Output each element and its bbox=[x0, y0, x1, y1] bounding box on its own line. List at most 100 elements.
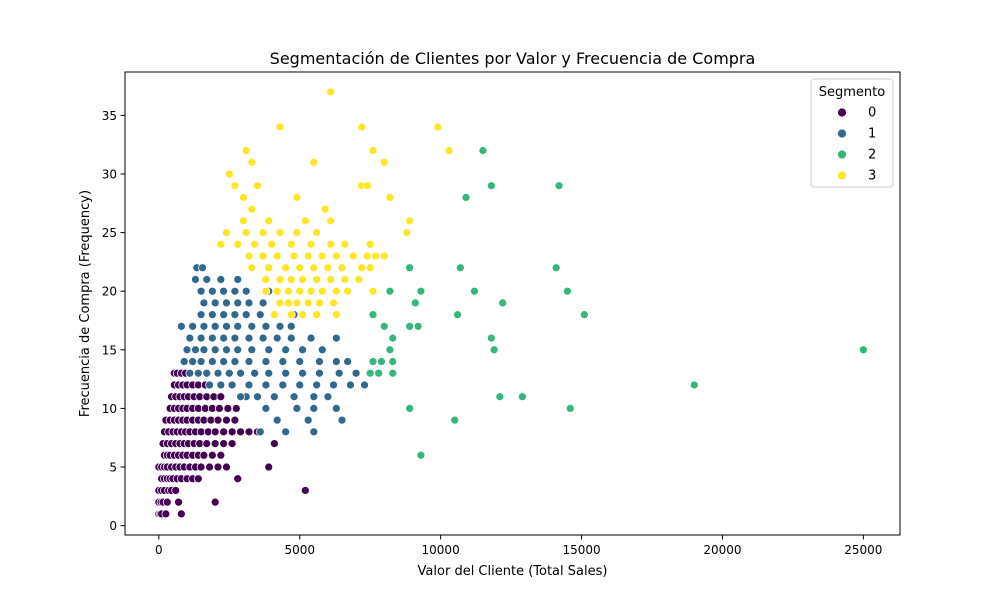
data-point-segment-3 bbox=[261, 286, 271, 296]
data-point-segment-3 bbox=[253, 181, 262, 191]
data-point-segment-1 bbox=[343, 357, 353, 366]
data-point-segment-3 bbox=[222, 228, 231, 237]
data-point-segment-1 bbox=[230, 333, 240, 343]
data-point-segment-1 bbox=[207, 286, 217, 296]
data-point-segment-1 bbox=[188, 357, 198, 366]
data-point-segment-1 bbox=[210, 321, 220, 331]
data-point-segment-2 bbox=[453, 310, 462, 320]
data-point-segment-2 bbox=[498, 298, 508, 308]
legend-marker-3 bbox=[837, 170, 847, 181]
plot-frame bbox=[124, 71, 901, 536]
data-point-segment-3 bbox=[303, 251, 313, 261]
data-point-segment-1 bbox=[298, 368, 307, 378]
data-point-segment-3 bbox=[292, 193, 302, 202]
data-point-segment-2 bbox=[410, 298, 420, 308]
data-point-segment-3 bbox=[337, 263, 347, 273]
data-point-segment-3 bbox=[300, 216, 310, 226]
data-point-segment-1 bbox=[191, 345, 200, 355]
data-point-segment-0 bbox=[193, 474, 203, 484]
x-tick-label: 20000 bbox=[703, 543, 741, 557]
data-point-segment-1 bbox=[247, 321, 257, 331]
y-tick-label: 30 bbox=[102, 167, 117, 181]
data-point-segment-0 bbox=[231, 404, 241, 413]
data-point-segment-3 bbox=[286, 275, 296, 284]
y-tick-label: 5 bbox=[109, 461, 117, 475]
data-point-segment-0 bbox=[202, 439, 212, 448]
data-point-segment-1 bbox=[334, 368, 344, 378]
x-tick-label: 5000 bbox=[284, 543, 315, 557]
data-point-segment-3 bbox=[230, 181, 240, 191]
legend-label-2: 2 bbox=[868, 148, 876, 163]
data-point-segment-1 bbox=[292, 404, 302, 413]
data-point-segment-1 bbox=[219, 333, 229, 343]
data-point-segment-1 bbox=[230, 286, 240, 296]
data-point-segment-1 bbox=[278, 380, 288, 390]
data-point-segment-2 bbox=[416, 286, 426, 296]
data-point-segment-3 bbox=[402, 228, 412, 237]
data-point-segment-0 bbox=[215, 404, 224, 413]
data-point-segment-0 bbox=[210, 497, 220, 507]
data-point-segment-2 bbox=[579, 310, 589, 320]
data-point-segment-3 bbox=[275, 298, 285, 308]
data-point-segment-3 bbox=[379, 157, 389, 167]
data-point-segment-3 bbox=[323, 263, 333, 273]
data-point-segment-1 bbox=[205, 380, 214, 390]
data-point-segment-2 bbox=[379, 321, 389, 331]
data-point-segment-0 bbox=[199, 450, 209, 460]
data-point-segment-3 bbox=[371, 251, 381, 261]
data-point-segment-1 bbox=[272, 415, 282, 425]
data-point-segment-1 bbox=[182, 345, 192, 355]
data-point-segment-0 bbox=[236, 427, 245, 437]
data-point-segment-0 bbox=[219, 427, 229, 437]
legend-marker-0 bbox=[837, 107, 847, 118]
data-point-segment-2 bbox=[461, 193, 471, 202]
data-point-segment-3 bbox=[433, 122, 443, 132]
data-point-segment-3 bbox=[326, 216, 336, 226]
data-point-segment-1 bbox=[309, 427, 319, 437]
data-point-segment-1 bbox=[196, 333, 206, 343]
data-point-segment-3 bbox=[368, 286, 378, 296]
data-point-segment-2 bbox=[413, 321, 423, 331]
data-point-segment-1 bbox=[315, 368, 324, 378]
data-point-segment-0 bbox=[174, 497, 183, 507]
data-point-segment-1 bbox=[272, 333, 282, 343]
data-point-segment-2 bbox=[689, 380, 699, 390]
data-point-segment-1 bbox=[230, 357, 240, 366]
data-point-segment-1 bbox=[329, 380, 338, 390]
data-point-segment-3 bbox=[261, 275, 271, 284]
data-point-segment-2 bbox=[551, 263, 561, 273]
data-point-segment-3 bbox=[368, 146, 378, 155]
data-point-segment-0 bbox=[210, 427, 220, 437]
data-point-segment-3 bbox=[326, 275, 336, 284]
data-point-segment-1 bbox=[351, 368, 361, 378]
data-point-segment-3 bbox=[272, 251, 282, 261]
data-point-segment-1 bbox=[295, 357, 305, 366]
data-point-segment-2 bbox=[405, 404, 415, 413]
data-point-segment-3 bbox=[258, 228, 268, 237]
x-tick-label: 15000 bbox=[562, 543, 600, 557]
data-point-segment-1 bbox=[331, 333, 341, 343]
data-point-segment-1 bbox=[213, 368, 223, 378]
data-point-segment-3 bbox=[233, 239, 243, 249]
data-point-segment-1 bbox=[295, 380, 305, 390]
data-point-segment-1 bbox=[202, 275, 212, 284]
data-point-segment-3 bbox=[269, 310, 279, 320]
legend: Segmento 0 1 2 3 bbox=[810, 78, 894, 188]
data-point-segment-3 bbox=[284, 286, 293, 296]
data-point-segment-2 bbox=[486, 181, 496, 191]
data-point-segment-0 bbox=[300, 486, 310, 495]
data-point-segment-0 bbox=[264, 462, 274, 472]
data-point-segment-3 bbox=[331, 310, 341, 320]
legend-title: Segmento bbox=[819, 85, 886, 100]
data-point-segment-1 bbox=[176, 321, 186, 331]
data-point-segment-3 bbox=[309, 157, 319, 167]
data-point-segment-3 bbox=[247, 157, 257, 167]
data-point-segment-3 bbox=[241, 228, 251, 237]
data-point-segment-1 bbox=[247, 345, 257, 355]
data-point-segment-1 bbox=[227, 380, 237, 390]
data-point-segment-2 bbox=[554, 181, 564, 191]
data-point-segment-3 bbox=[298, 310, 307, 320]
data-point-segment-3 bbox=[238, 216, 248, 226]
data-point-segment-1 bbox=[258, 298, 268, 308]
data-point-segment-0 bbox=[227, 427, 237, 437]
